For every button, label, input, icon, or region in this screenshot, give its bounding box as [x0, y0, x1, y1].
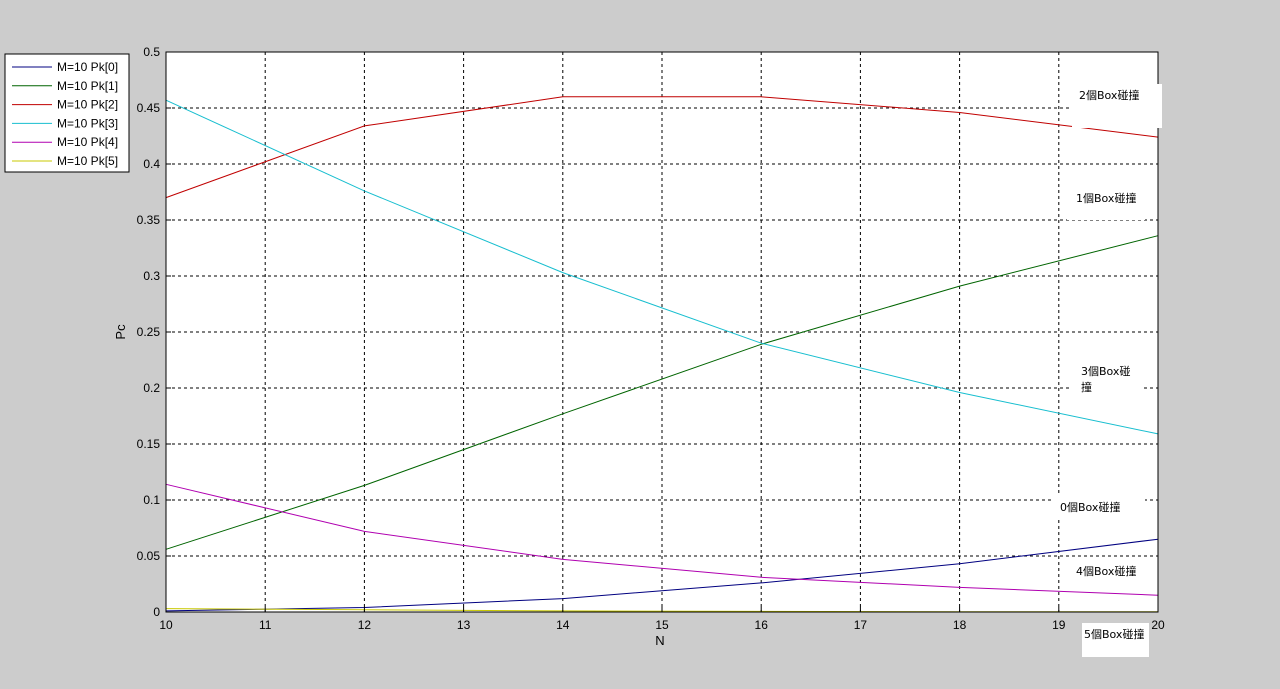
legend-box [4, 53, 130, 173]
series-line-pk1 [165, 235, 1159, 550]
legend-entry: M=10 Pk[5] [57, 154, 118, 168]
x-tick-label: 15 [655, 618, 669, 632]
annotation-label: 0個Box碰撞 [1060, 500, 1120, 514]
x-axis-ticks: 10 11 12 13 14 15 16 17 18 19 20 [159, 607, 1165, 632]
series-line-pk4 [165, 483, 1159, 596]
x-tick-label: 13 [457, 618, 471, 632]
y-axis-label: Pc [113, 324, 128, 340]
x-tick-label: 20 [1151, 618, 1165, 632]
annotation-box [1053, 495, 1145, 519]
annotation-box [1068, 560, 1148, 584]
x-axis-label: N [655, 633, 664, 648]
legend-entry: M=10 Pk[4] [57, 135, 118, 149]
annotation-box [1072, 84, 1162, 128]
y-tick-label: 0.4 [143, 157, 160, 171]
y-tick-label: 0.1 [143, 493, 160, 507]
annotation-label: 4個Box碰撞 [1076, 564, 1136, 578]
x-tick-label: 12 [358, 618, 372, 632]
annotation-label: 5個Box碰撞 [1084, 627, 1144, 641]
annotation-box [1072, 360, 1142, 400]
legend: M=10 Pk[0] M=10 Pk[1] M=10 Pk[2] M=10 Pk[3]… [4, 53, 130, 173]
x-tick-label: 16 [755, 618, 769, 632]
x-tick-label: 18 [953, 618, 967, 632]
legend-entry: M=10 Pk[2] [57, 98, 118, 112]
y-tick-label: 0.15 [137, 437, 161, 451]
plot-background [166, 52, 1158, 612]
y-tick-label: 0.35 [137, 213, 161, 227]
series-line-pk3 [165, 99, 1159, 435]
annotation-box [1082, 623, 1149, 657]
y-tick-label: 0.2 [143, 381, 160, 395]
legend-entry: M=10 Pk[3] [57, 116, 118, 130]
x-tick-label: 14 [556, 618, 570, 632]
x-tick-label: 11 [259, 618, 272, 632]
x-tick-label: 10 [159, 618, 173, 632]
annotation-label: 3個Box碰撞 [1081, 365, 1130, 394]
legend-entry: M=10 Pk[0] [57, 60, 118, 74]
y-tick-label: 0.45 [137, 101, 161, 115]
series-line-pk2 [165, 96, 1159, 199]
series-line-pk0 [165, 538, 1159, 612]
y-tick-label: 0 [153, 605, 160, 619]
annotation-label: 1個Box碰撞 [1076, 191, 1136, 205]
legend-entry: M=10 Pk[1] [57, 79, 118, 93]
x-tick-label: 17 [854, 618, 868, 632]
annotation-box [1067, 186, 1145, 220]
annotation-label: 2個Box碰撞 [1079, 88, 1139, 102]
x-tick-label: 19 [1052, 618, 1066, 632]
y-tick-label: 0.05 [137, 549, 161, 563]
y-tick-label: 0.3 [143, 269, 160, 283]
y-axis-ticks: 0 0.05 0.1 0.15 0.2 0.25 0.3 0.35 0.4 0.45 0.5 [137, 45, 171, 619]
plot-area [166, 52, 1158, 612]
y-tick-label: 0.5 [143, 45, 160, 59]
annotations: 2個Box碰撞 1個Box碰撞 3個Box碰撞 0個Box碰撞 4個Box碰撞 5個Box… [1053, 84, 1162, 657]
y-tick-label: 0.25 [137, 325, 161, 339]
